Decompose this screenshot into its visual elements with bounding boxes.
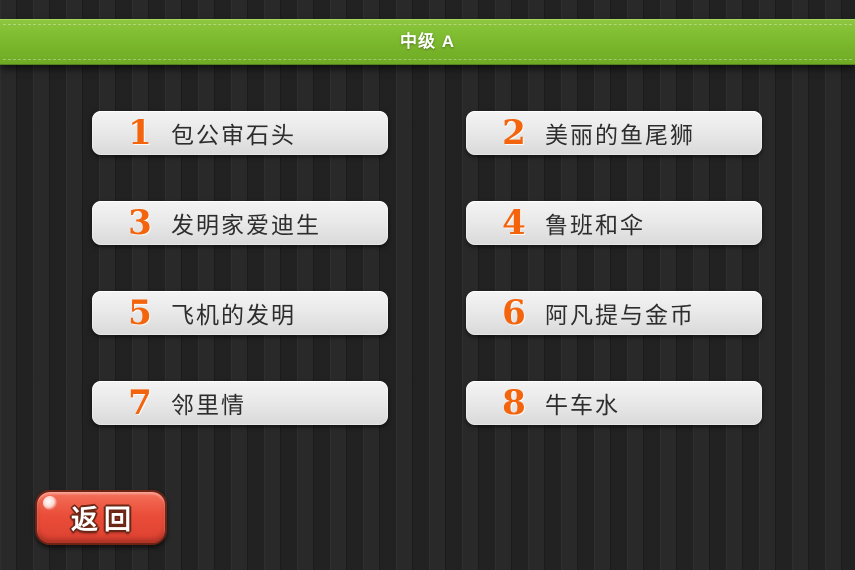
lesson-title: 邻里情: [171, 393, 246, 418]
lesson-title: 飞机的发明: [171, 303, 296, 328]
lesson-row: 1 包公审石头 2 美丽的鱼尾狮: [92, 111, 762, 155]
lesson-number: 3: [128, 203, 152, 243]
lesson-title: 牛车水: [545, 393, 620, 418]
lesson-title: 发明家爱迪生: [171, 213, 321, 238]
level-header-banner: 中级 A: [0, 19, 855, 65]
back-button-label: 返回: [71, 505, 137, 535]
lesson-grid: 1 包公审石头 2 美丽的鱼尾狮 3 发明家爱迪生 4 鲁班和伞 5 飞机的发明…: [92, 111, 762, 471]
lesson-button-7[interactable]: 7 邻里情: [92, 381, 388, 425]
stitch-line-top: [3, 24, 852, 25]
lesson-title: 鲁班和伞: [545, 213, 645, 238]
lesson-row: 7 邻里情 8 牛车水: [92, 381, 762, 425]
lesson-title: 包公审石头: [171, 123, 296, 148]
lesson-button-2[interactable]: 2 美丽的鱼尾狮: [466, 111, 762, 155]
lesson-number: 4: [502, 203, 526, 243]
page-title: 中级 A: [400, 32, 455, 51]
lesson-title: 美丽的鱼尾狮: [545, 123, 695, 148]
stitch-line-bottom: [3, 59, 852, 60]
lesson-button-8[interactable]: 8 牛车水: [466, 381, 762, 425]
lesson-row: 3 发明家爱迪生 4 鲁班和伞: [92, 201, 762, 245]
lesson-button-1[interactable]: 1 包公审石头: [92, 111, 388, 155]
lesson-number: 2: [502, 113, 526, 153]
lesson-title: 阿凡提与金币: [545, 303, 695, 328]
lesson-button-4[interactable]: 4 鲁班和伞: [466, 201, 762, 245]
lesson-row: 5 飞机的发明 6 阿凡提与金币: [92, 291, 762, 335]
lesson-number: 8: [502, 383, 526, 423]
shine-highlight-icon: [43, 496, 57, 510]
lesson-number: 5: [128, 293, 152, 333]
lesson-number: 7: [128, 383, 152, 423]
lesson-button-5[interactable]: 5 飞机的发明: [92, 291, 388, 335]
lesson-button-6[interactable]: 6 阿凡提与金币: [466, 291, 762, 335]
lesson-number: 6: [502, 293, 526, 333]
lesson-button-3[interactable]: 3 发明家爱迪生: [92, 201, 388, 245]
back-button[interactable]: 返回: [35, 490, 167, 545]
lesson-number: 1: [128, 113, 152, 153]
